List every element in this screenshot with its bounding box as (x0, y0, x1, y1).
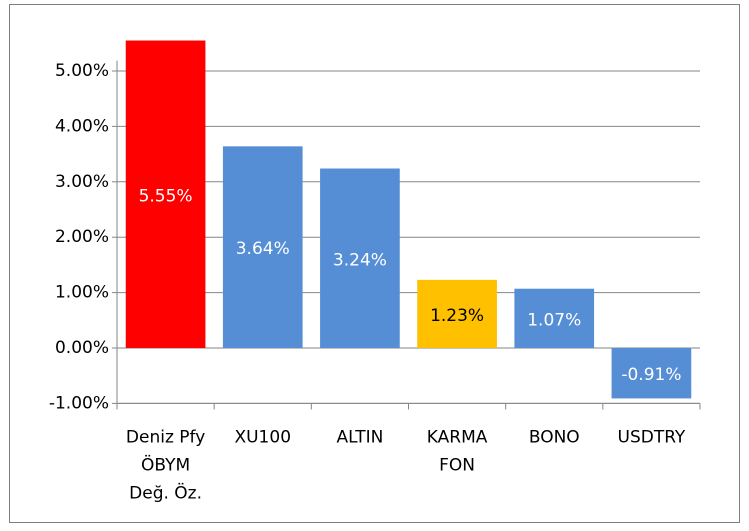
x-tick-label: KARMA FON (427, 427, 488, 475)
x-tick-label-line: KARMA (427, 427, 488, 447)
x-tick-label: XU100 (234, 427, 291, 447)
bar (514, 288, 595, 348)
x-tick-label: Deniz Pfy ÖBYM Değ. Öz. (126, 427, 205, 503)
x-tick-label-line: ALTIN (336, 427, 383, 447)
x-tick-label: BONO (529, 427, 580, 447)
x-tick-label-line: FON (439, 455, 475, 475)
bar (611, 348, 692, 399)
data-label: 3.24% (333, 250, 387, 270)
data-label: 5.55% (139, 186, 193, 206)
bar (417, 279, 497, 348)
x-tick-label-line: Değ. Öz. (129, 481, 202, 503)
x-tick-label-line: XU100 (234, 427, 291, 447)
data-label: 3.64% (236, 239, 290, 259)
data-label: -0.91% (621, 365, 681, 385)
x-tick-label-line: ÖBYM (141, 453, 190, 475)
x-tick-label-line: USDTRY (618, 427, 686, 447)
y-tick-label: 4.00% (55, 116, 109, 136)
data-label: 1.23% (430, 306, 484, 326)
x-tick-label-line: Deniz Pfy (126, 427, 205, 447)
x-tick-label: USDTRY (618, 427, 686, 447)
bar (320, 168, 400, 348)
y-tick-label: 0.00% (55, 338, 109, 358)
x-tick-label: ALTIN (336, 427, 383, 447)
data-label: 1.07% (527, 310, 581, 330)
x-tick-label-line: BONO (529, 427, 580, 447)
y-tick-label: 2.00% (55, 227, 109, 247)
bar (222, 146, 303, 348)
y-tick-label: -1.00% (49, 393, 109, 413)
y-tick-label: 3.00% (55, 172, 109, 192)
y-tick-label: 1.00% (55, 283, 109, 303)
bar (125, 40, 206, 348)
y-tick-label: 5.00% (55, 61, 109, 81)
